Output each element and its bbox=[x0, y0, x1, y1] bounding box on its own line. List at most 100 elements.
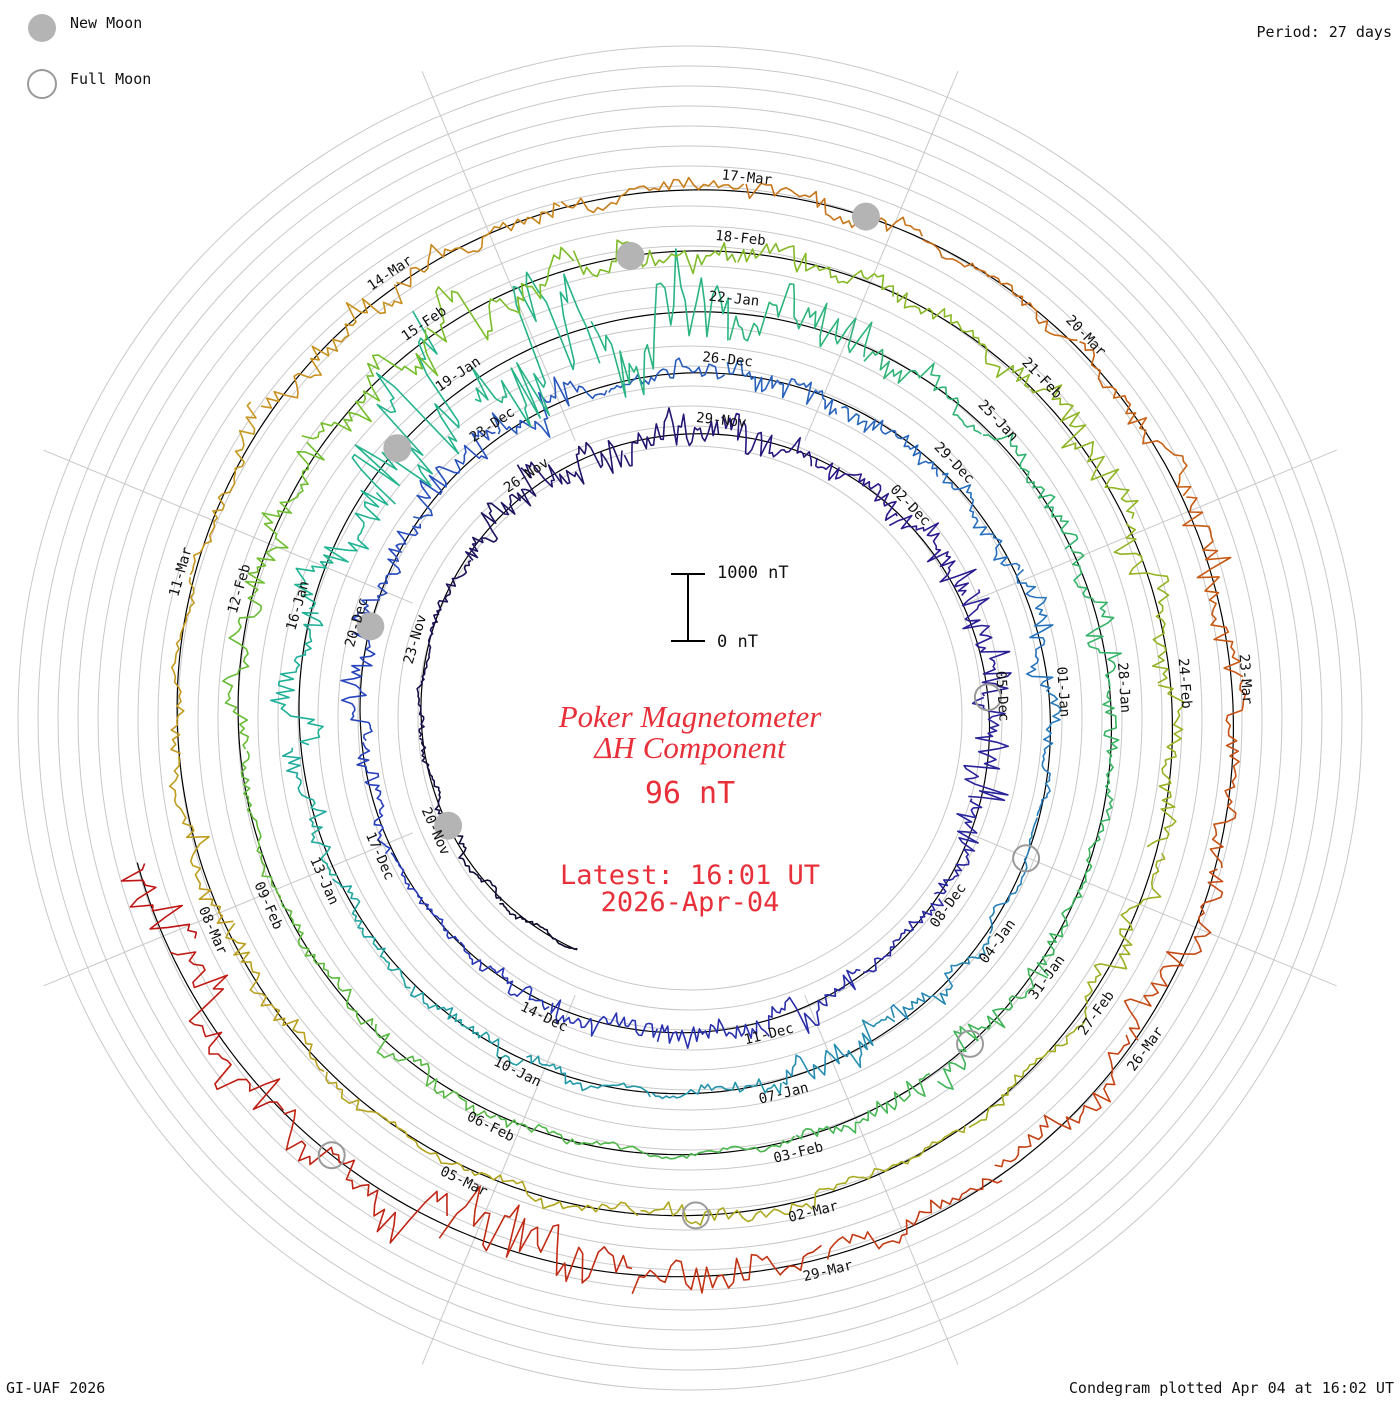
data-trace-segment bbox=[640, 1201, 813, 1226]
date-label: 14-Mar bbox=[365, 253, 416, 295]
date-label: 17-Dec bbox=[362, 830, 397, 883]
new-moon-marker bbox=[851, 202, 880, 231]
data-trace-segment bbox=[351, 523, 422, 627]
date-label: 29-Dec bbox=[931, 439, 978, 486]
grid-ring bbox=[77, 105, 1303, 1331]
data-trace-segment bbox=[922, 239, 1078, 342]
data-trace-segment bbox=[396, 202, 561, 288]
data-trace-segment bbox=[937, 967, 1048, 1090]
data-trace-segment bbox=[413, 429, 496, 520]
data-trace-segment bbox=[963, 696, 1009, 802]
data-trace-segment bbox=[470, 1170, 639, 1217]
period-label: Period: 27 days bbox=[1256, 23, 1392, 41]
data-trace-segment bbox=[120, 863, 198, 939]
data-trace-segment bbox=[1015, 568, 1054, 692]
date-label: 06-Feb bbox=[464, 1109, 516, 1146]
data-trace-segment bbox=[782, 1015, 896, 1086]
radial-spoke bbox=[804, 995, 959, 1365]
grid-ring bbox=[257, 285, 1123, 1151]
full-moon-icon bbox=[27, 69, 57, 99]
data-trace-segment bbox=[332, 878, 411, 989]
legend-full-moon-label: Full Moon bbox=[70, 70, 152, 88]
full-moon-marker bbox=[1012, 844, 1041, 873]
data-trace-segment bbox=[994, 1034, 1131, 1168]
data-trace-segment bbox=[863, 348, 982, 435]
data-trace-segment bbox=[390, 852, 460, 942]
radial-spoke bbox=[967, 449, 1337, 604]
data-trace-segment bbox=[572, 239, 737, 278]
data-trace-segment bbox=[841, 406, 939, 477]
data-trace-segment bbox=[961, 589, 1012, 697]
data-trace-segment bbox=[631, 1244, 822, 1295]
data-trace-segment bbox=[225, 922, 325, 1073]
data-trace-segment bbox=[260, 284, 403, 409]
data-trace-segment bbox=[438, 1185, 633, 1284]
grid-ring bbox=[157, 185, 1223, 1251]
data-trace-segment bbox=[1079, 341, 1192, 497]
grid-ring bbox=[97, 125, 1283, 1311]
data-trace-segment bbox=[726, 360, 838, 416]
full-moon-marker bbox=[973, 683, 1002, 712]
data-trace-segment bbox=[826, 1178, 1003, 1260]
date-label: 28-Jan bbox=[1114, 662, 1133, 714]
data-trace-segment bbox=[623, 407, 720, 467]
data-trace-segment bbox=[1070, 548, 1123, 687]
data-trace-segment bbox=[590, 248, 729, 398]
data-trace-segment bbox=[934, 798, 983, 895]
new-moon-icon bbox=[28, 14, 56, 42]
chart-title-line1: Poker Magnetometer bbox=[558, 699, 822, 734]
date-label: 25-Jan bbox=[974, 397, 1021, 444]
radial-spoke bbox=[804, 71, 959, 441]
data-trace-segment bbox=[1182, 496, 1244, 678]
data-trace-segment bbox=[890, 935, 991, 1021]
data-trace-segment bbox=[471, 271, 601, 428]
new-moon-marker bbox=[434, 811, 463, 840]
data-trace-segment bbox=[170, 577, 195, 755]
date-label: 20-Mar bbox=[1062, 312, 1109, 359]
data-trace-segment bbox=[244, 441, 325, 594]
grid-layer bbox=[17, 45, 1363, 1391]
data-trace-segment bbox=[767, 968, 861, 1034]
new-moon-marker bbox=[616, 242, 645, 270]
data-trace-segment bbox=[560, 176, 745, 214]
latest-date: 2026-Apr-04 bbox=[600, 887, 780, 918]
chart-title-line2: ΔH Component bbox=[594, 730, 786, 765]
data-trace-segment bbox=[340, 623, 376, 742]
grid-ring bbox=[397, 425, 983, 1011]
grid-ring bbox=[57, 85, 1323, 1351]
data-trace-segment bbox=[1036, 834, 1101, 977]
data-trace-segment bbox=[269, 611, 324, 746]
moon-phase-layer bbox=[317, 202, 1041, 1230]
data-trace-segment bbox=[491, 376, 608, 438]
data-trace-segment bbox=[169, 951, 285, 1111]
data-trace-segment bbox=[1098, 688, 1120, 834]
data-trace-segment bbox=[416, 644, 432, 738]
data-trace-segment bbox=[169, 756, 234, 924]
date-label: 18-Feb bbox=[714, 228, 766, 249]
data-trace-segment bbox=[1084, 852, 1166, 1005]
data-trace-segment bbox=[863, 898, 944, 973]
grid-ring bbox=[357, 385, 1023, 1051]
data-trace-segment bbox=[721, 412, 813, 467]
data-trace-segment bbox=[795, 1072, 931, 1140]
new-moon-marker bbox=[383, 434, 412, 463]
date-label: 26-Mar bbox=[1124, 1024, 1167, 1074]
date-label: 23-Mar bbox=[1236, 653, 1255, 705]
data-trace-segment bbox=[813, 1125, 966, 1209]
new-moon-marker bbox=[356, 612, 385, 641]
data-trace-segment bbox=[989, 817, 1039, 935]
data-trace-segment bbox=[982, 433, 1079, 550]
data-trace-segment bbox=[222, 594, 262, 750]
data-trace-segment bbox=[325, 1071, 470, 1172]
full-moon-marker bbox=[681, 1201, 710, 1230]
data-trace-segment bbox=[426, 246, 575, 343]
data-trace-segment bbox=[968, 1005, 1088, 1129]
data-trace-segment bbox=[459, 941, 550, 1011]
legend-new-moon-label: New Moon bbox=[70, 14, 143, 32]
scale-bar bbox=[671, 573, 705, 642]
data-trace-segment bbox=[240, 750, 282, 901]
spoke-layer bbox=[43, 71, 1337, 1365]
data-trace-segment bbox=[1209, 678, 1247, 869]
radial-spoke bbox=[43, 449, 413, 604]
